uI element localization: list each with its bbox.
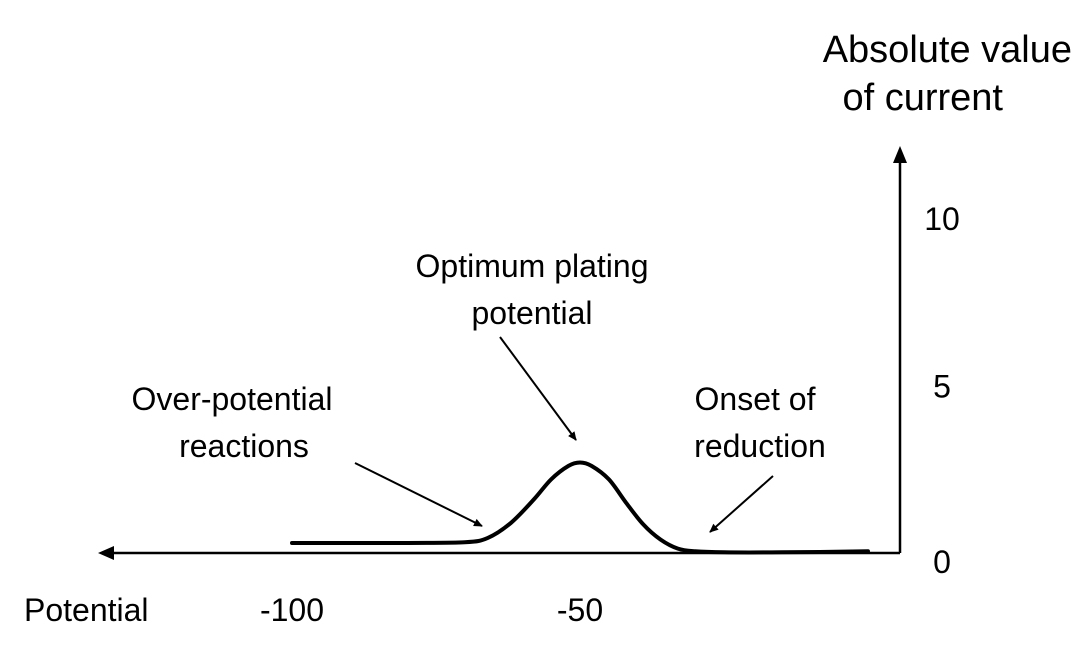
x-axis-arrowhead: [98, 546, 114, 560]
annotation-onset-line-1: Onset of: [695, 381, 816, 417]
y-axis-arrowhead: [893, 146, 907, 163]
annotation-arrow-onset: [709, 475, 774, 533]
y-axis-label-line-1: Absolute value: [823, 29, 1072, 71]
annotation-onset-line-2: reduction: [694, 428, 826, 464]
annotation-optimum-line-1: Optimum plating: [416, 248, 649, 284]
series-line: [290, 460, 870, 555]
y-tick-label: 0: [933, 544, 951, 580]
annotation-arrow-optimum: [499, 336, 577, 441]
y-tick-label: 10: [924, 201, 960, 237]
x-tick-label: -100: [260, 592, 324, 628]
annotation-overpotential-line-2: reactions: [179, 428, 309, 464]
y-tick-label: 5: [933, 369, 951, 405]
y-axis-label-line-2: of current: [842, 77, 1003, 119]
annotation-overpotential-line-1: Over-potential: [132, 381, 333, 417]
x-axis-label: Potential: [24, 592, 149, 628]
annotation-optimum-line-2: potential: [472, 295, 593, 331]
x-tick-label: -50: [557, 592, 603, 628]
annotation-arrow-overpotential: [354, 462, 483, 527]
